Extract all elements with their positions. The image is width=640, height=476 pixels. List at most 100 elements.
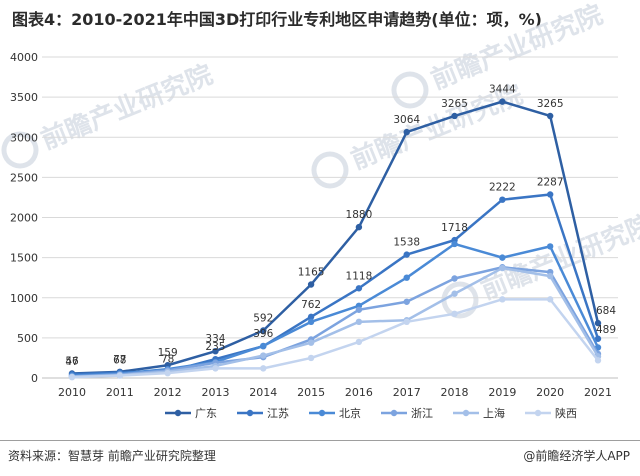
data-label: 47	[65, 356, 78, 368]
legend-label: 陕西	[555, 406, 577, 420]
x-tick-label: 2011	[106, 386, 134, 399]
y-tick-label: 2500	[10, 171, 38, 184]
x-tick-label: 2017	[393, 386, 421, 399]
y-tick-label: 1500	[10, 252, 38, 265]
data-point	[355, 285, 363, 292]
data-point	[355, 306, 363, 313]
legend-marker	[318, 409, 326, 417]
data-point	[116, 372, 124, 379]
legend-label: 北京	[339, 406, 361, 420]
data-point	[260, 352, 267, 359]
data-label: 2222	[489, 182, 516, 194]
series-line-2	[71, 193, 600, 376]
data-point	[403, 128, 410, 136]
data-point	[260, 365, 267, 372]
x-tick-label: 2019	[488, 386, 516, 399]
data-label: 592	[253, 312, 273, 324]
y-tick-label: 0	[31, 372, 38, 385]
data-point	[451, 275, 458, 282]
legend-marker	[390, 409, 398, 417]
data-point	[355, 318, 363, 326]
brand-credit: @前瞻经济学人APP	[523, 449, 630, 463]
data-label: 1718	[441, 222, 468, 234]
legend-marker	[534, 409, 542, 417]
data-label: 3444	[489, 84, 516, 96]
series-line-5	[71, 266, 600, 379]
x-tick-label: 2014	[249, 386, 277, 399]
data-point	[499, 98, 506, 105]
legend-marker	[462, 409, 470, 417]
data-point	[307, 354, 315, 362]
data-point	[451, 290, 458, 297]
x-tick-label: 2010	[58, 386, 86, 399]
data-point	[499, 296, 506, 303]
x-tick-label: 2015	[297, 386, 325, 399]
y-tick-label: 1000	[10, 292, 38, 305]
data-label: 1880	[346, 209, 373, 221]
data-point	[499, 254, 506, 261]
data-point	[68, 373, 76, 381]
data-label: 3064	[393, 114, 420, 126]
data-point	[594, 319, 602, 327]
data-point	[355, 338, 363, 346]
data-label: 396	[253, 328, 273, 340]
data-point	[212, 365, 219, 372]
source-note: 资料来源：智慧芽 前瞻产业研究院整理	[8, 449, 216, 463]
footer: 资料来源：智慧芽 前瞻产业研究院整理 @前瞻经济学人APP	[0, 440, 640, 476]
x-tick-label: 2020	[536, 386, 564, 399]
data-point	[307, 339, 315, 346]
data-point	[546, 112, 554, 120]
data-label: 3265	[441, 98, 468, 110]
data-point	[403, 298, 410, 305]
series-line-4	[71, 266, 600, 378]
x-tick-label: 2018	[441, 386, 469, 399]
x-tick-label: 2013	[201, 386, 229, 399]
legend-label: 江苏	[267, 407, 289, 420]
data-point	[546, 243, 554, 250]
data-label: 1118	[346, 270, 373, 282]
data-label: 684	[596, 305, 616, 317]
data-point	[499, 196, 506, 203]
data-point	[451, 310, 458, 317]
data-point	[451, 240, 458, 248]
data-point	[403, 251, 410, 258]
legend-label: 浙江	[411, 407, 433, 420]
data-label: 1165	[298, 267, 325, 279]
y-tick-label: 3500	[10, 91, 38, 104]
data-label: 489	[596, 324, 616, 336]
data-label: 3265	[537, 98, 564, 110]
data-label: 56	[65, 356, 79, 368]
x-tick-label: 2016	[345, 386, 373, 399]
legend-marker	[174, 409, 182, 417]
line-chart: 0 500 1000 1500 2000 2500 3000 3500 4000 2010 2011…	[10, 51, 618, 420]
series-line-3	[71, 242, 600, 377]
data-label: 762	[301, 299, 321, 311]
data-point	[307, 318, 315, 326]
data-label: 78	[161, 354, 174, 366]
data-point	[499, 264, 506, 272]
y-tick-label: 500	[17, 332, 38, 345]
y-tick-label: 4000	[10, 51, 38, 64]
data-label: 1538	[393, 237, 420, 249]
data-point	[212, 347, 219, 355]
data-label: 2287	[537, 176, 564, 188]
data-point	[546, 296, 554, 303]
data-label: 159	[158, 347, 178, 359]
chart-title: 图表4：2010-2021年中国3D打印行业专利地区申请趋势(单位：项，%)	[12, 10, 542, 29]
series-line-6	[71, 298, 599, 379]
data-label: 77	[113, 354, 126, 366]
data-label: 334	[205, 333, 225, 345]
data-point	[260, 342, 267, 350]
data-label: 68	[113, 355, 126, 367]
data-point	[307, 281, 315, 288]
data-point	[164, 369, 171, 377]
data-point	[307, 313, 315, 321]
x-tick-label: 2021	[584, 386, 612, 399]
data-label: 235	[205, 341, 225, 353]
data-point	[355, 223, 363, 231]
data-point	[594, 335, 602, 342]
x-tick-label: 2012	[154, 386, 182, 399]
legend-marker	[246, 409, 254, 417]
data-point	[546, 272, 554, 280]
data-point	[546, 191, 554, 198]
